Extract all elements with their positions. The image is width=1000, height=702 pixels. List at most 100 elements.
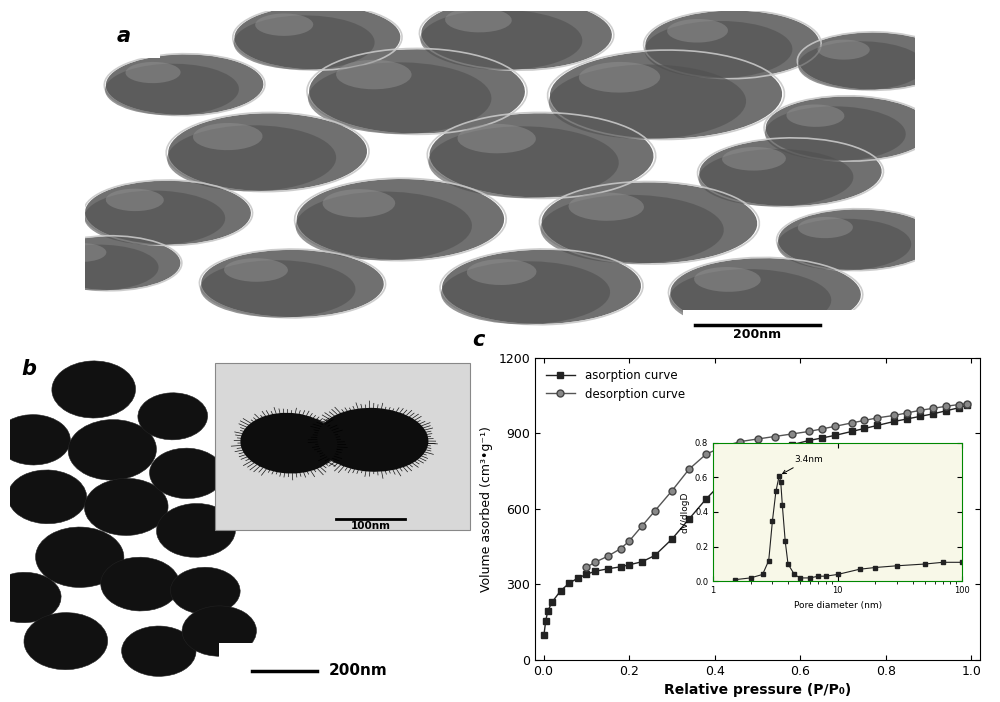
Ellipse shape (170, 567, 240, 614)
asorption curve (538, 630, 550, 639)
asorption curve (914, 412, 926, 420)
Ellipse shape (766, 96, 931, 161)
Ellipse shape (317, 408, 428, 472)
Ellipse shape (644, 21, 792, 79)
Ellipse shape (8, 470, 87, 524)
desorption curve (752, 435, 764, 443)
Ellipse shape (182, 606, 256, 656)
asorption curve (615, 562, 627, 571)
Ellipse shape (150, 448, 224, 498)
Ellipse shape (168, 113, 367, 191)
Line: desorption curve: desorption curve (583, 400, 971, 571)
Ellipse shape (579, 62, 660, 93)
Ellipse shape (255, 13, 313, 36)
FancyBboxPatch shape (219, 643, 466, 690)
asorption curve (940, 406, 952, 415)
asorption curve (953, 404, 965, 412)
Ellipse shape (201, 250, 384, 317)
Ellipse shape (24, 613, 108, 670)
Ellipse shape (36, 527, 124, 588)
Ellipse shape (667, 19, 728, 43)
desorption curve (683, 465, 695, 473)
Ellipse shape (799, 32, 948, 90)
desorption curve (786, 430, 798, 438)
Ellipse shape (39, 244, 159, 291)
desorption curve (717, 442, 729, 451)
Ellipse shape (798, 41, 925, 90)
Ellipse shape (550, 51, 782, 138)
desorption curve (602, 552, 614, 560)
Ellipse shape (540, 195, 724, 264)
asorption curve (563, 579, 575, 588)
asorption curve (572, 574, 584, 583)
desorption curve (927, 404, 939, 413)
Ellipse shape (39, 237, 180, 290)
asorption curve (542, 607, 554, 615)
desorption curve (700, 450, 712, 458)
asorption curve (666, 535, 678, 543)
Ellipse shape (786, 105, 844, 127)
asorption curve (829, 431, 841, 439)
Ellipse shape (200, 260, 355, 317)
asorption curve (589, 567, 601, 576)
asorption curve (683, 515, 695, 523)
asorption curve (871, 421, 883, 430)
Ellipse shape (441, 261, 610, 324)
asorption curve (580, 570, 592, 578)
Ellipse shape (817, 39, 870, 60)
Ellipse shape (167, 125, 336, 191)
Ellipse shape (549, 65, 746, 139)
desorption curve (666, 486, 678, 495)
asorption curve (700, 495, 712, 503)
Ellipse shape (234, 6, 400, 69)
Line: asorption curve: asorption curve (541, 402, 970, 637)
desorption curve (901, 409, 913, 417)
Ellipse shape (694, 267, 761, 292)
Text: 200nm: 200nm (733, 329, 781, 341)
desorption curve (803, 428, 815, 436)
desorption curve (769, 432, 781, 441)
Ellipse shape (670, 258, 861, 329)
Y-axis label: Volume asorbed (cm³•g⁻¹): Volume asorbed (cm³•g⁻¹) (480, 426, 493, 592)
Ellipse shape (336, 60, 412, 89)
asorption curve (752, 454, 764, 463)
Ellipse shape (296, 192, 472, 260)
desorption curve (816, 425, 828, 433)
FancyBboxPatch shape (215, 363, 470, 531)
FancyBboxPatch shape (683, 310, 894, 343)
desorption curve (829, 422, 841, 430)
FancyBboxPatch shape (89, 18, 160, 58)
Ellipse shape (542, 183, 757, 263)
asorption curve (555, 586, 567, 595)
Ellipse shape (323, 189, 395, 218)
asorption curve (546, 598, 558, 607)
Ellipse shape (106, 189, 164, 211)
Ellipse shape (57, 243, 106, 262)
Ellipse shape (68, 420, 156, 480)
Ellipse shape (101, 557, 180, 611)
Ellipse shape (122, 626, 196, 676)
Ellipse shape (138, 393, 208, 440)
desorption curve (961, 399, 973, 408)
Ellipse shape (0, 415, 70, 465)
Ellipse shape (420, 10, 582, 70)
Ellipse shape (442, 250, 641, 324)
asorption curve (961, 401, 973, 409)
Ellipse shape (428, 126, 619, 198)
Text: a: a (117, 26, 131, 46)
Ellipse shape (297, 179, 504, 260)
desorption curve (580, 563, 592, 571)
Ellipse shape (445, 8, 512, 32)
asorption curve (927, 410, 939, 418)
desorption curve (615, 545, 627, 553)
Text: b: b (22, 359, 37, 379)
Ellipse shape (193, 123, 263, 150)
Text: c: c (473, 330, 485, 350)
Ellipse shape (234, 15, 375, 69)
Ellipse shape (308, 62, 491, 134)
asorption curve (540, 616, 552, 625)
asorption curve (846, 428, 858, 436)
asorption curve (888, 417, 900, 425)
Text: 200nm: 200nm (329, 663, 387, 678)
asorption curve (816, 434, 828, 442)
